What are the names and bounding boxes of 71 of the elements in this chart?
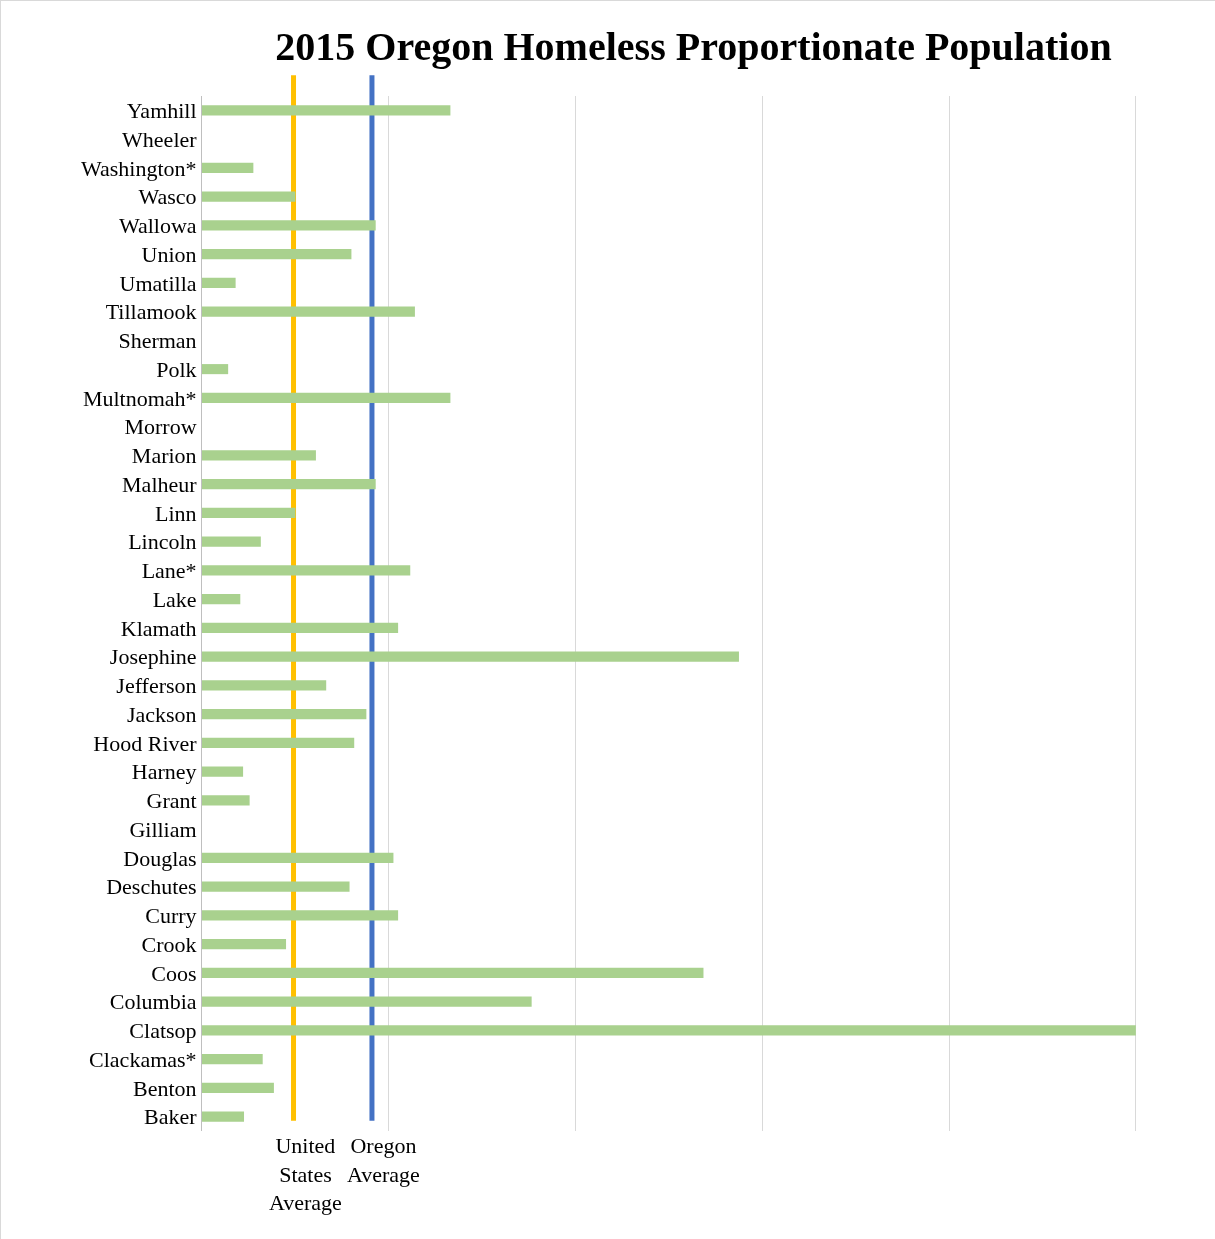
bar xyxy=(202,1025,1136,1036)
y-tick-label: Klamath xyxy=(120,615,197,641)
y-tick-label: Wallowa xyxy=(118,213,197,239)
bar xyxy=(202,306,415,317)
bar xyxy=(202,996,532,1007)
y-tick-label: Gilliam xyxy=(129,816,197,842)
bar xyxy=(202,565,411,576)
bar xyxy=(202,967,704,978)
bar xyxy=(202,766,244,777)
bar xyxy=(202,479,376,490)
bar xyxy=(202,939,287,950)
bar xyxy=(202,795,250,806)
y-tick-label: Jackson xyxy=(126,701,197,727)
y-tick-label: Malheur xyxy=(122,471,198,497)
bar xyxy=(202,622,399,633)
bar xyxy=(202,651,739,662)
ref-line-label: Oregon Average xyxy=(347,1133,420,1187)
y-tick-label: Clatsop xyxy=(129,1018,197,1044)
y-tick-label: Clackamas* xyxy=(89,1046,197,1072)
y-tick-label: Columbia xyxy=(109,989,197,1015)
y-tick-label: Sherman xyxy=(118,328,197,354)
bar xyxy=(202,105,451,116)
y-tick-label: Coos xyxy=(151,960,197,986)
bar xyxy=(202,1111,245,1122)
y-tick-label: Tillamook xyxy=(105,299,197,325)
y-tick-label: Umatilla xyxy=(119,270,197,296)
bar xyxy=(202,249,352,260)
y-tick-label: Benton xyxy=(133,1075,197,1101)
y-tick-label: Baker xyxy=(144,1104,198,1130)
y-tick-label: Morrow xyxy=(124,414,197,440)
bar xyxy=(202,450,316,461)
bar xyxy=(202,1082,274,1093)
bar xyxy=(202,737,355,748)
y-tick-label: Crook xyxy=(141,931,197,957)
y-tick-label: Multnomah* xyxy=(82,385,197,411)
bar xyxy=(202,220,376,231)
y-tick-label: Washington* xyxy=(81,155,197,181)
bar xyxy=(202,507,296,518)
bar xyxy=(202,191,296,202)
bar xyxy=(202,709,367,720)
bar xyxy=(202,536,261,547)
y-tick-label: Deschutes xyxy=(106,874,197,900)
bar xyxy=(202,1054,263,1065)
y-tick-label: Lane* xyxy=(141,558,197,584)
bar xyxy=(202,364,229,375)
bar xyxy=(202,277,236,288)
bar xyxy=(202,910,399,921)
y-tick-label: Yamhill xyxy=(126,98,197,124)
bar xyxy=(202,680,327,691)
y-tick-label: Marion xyxy=(131,443,197,469)
bar xyxy=(202,162,254,173)
y-tick-label: Hood River xyxy=(93,730,198,756)
bar xyxy=(202,594,241,605)
y-tick-label: Lincoln xyxy=(128,529,197,555)
y-tick-label: Grant xyxy=(146,788,197,814)
y-tick-label: Polk xyxy=(156,356,197,382)
y-tick-label: Josephine xyxy=(109,644,197,670)
ref-line-label: United States Average xyxy=(269,1133,342,1216)
y-tick-label: Jefferson xyxy=(116,673,197,699)
bar xyxy=(202,852,394,863)
bar xyxy=(202,392,451,403)
bar xyxy=(202,881,350,892)
y-tick-label: Lake xyxy=(152,586,197,612)
y-tick-label: Wasco xyxy=(138,184,197,210)
chart-title: 2015 Oregon Homeless Proportionate Population xyxy=(275,23,1112,69)
y-tick-label: Union xyxy=(141,241,197,267)
y-tick-label: Wheeler xyxy=(122,126,198,152)
y-tick-label: Harney xyxy=(131,759,197,785)
y-tick-label: Curry xyxy=(145,903,197,929)
y-tick-label: Douglas xyxy=(123,845,197,871)
y-tick-label: Linn xyxy=(155,500,197,526)
